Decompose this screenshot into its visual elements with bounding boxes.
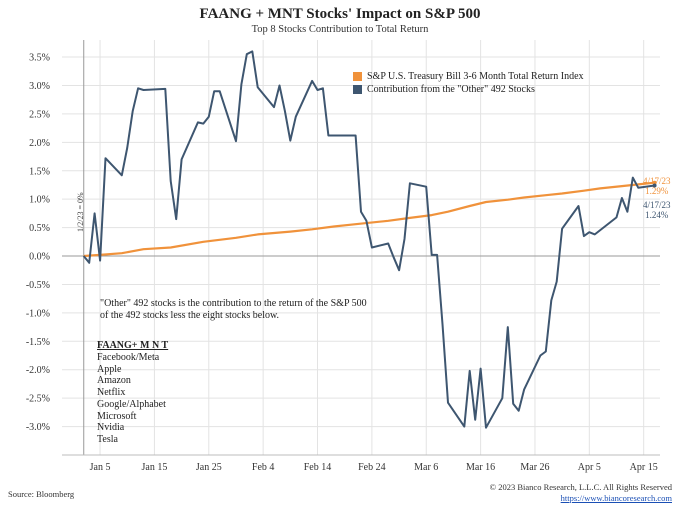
chart-title: FAANG + MNT Stocks' Impact on S&P 500 xyxy=(199,6,481,22)
stock-list-item: Facebook/Meta xyxy=(97,352,160,363)
legend-item-other: Contribution from the "Other" 492 Stocks xyxy=(353,83,584,96)
series-line-other xyxy=(82,50,655,429)
y-tick-label: -3.0% xyxy=(26,422,50,433)
series-line-tbill xyxy=(83,181,655,258)
stock-list-item: Google/Alphabet xyxy=(97,398,166,410)
website-link[interactable]: https://www.biancoresearch.com xyxy=(560,493,672,503)
end-label-other-date: 4/17/23 xyxy=(643,200,671,210)
y-tick-label: -0.5% xyxy=(26,280,50,291)
x-tick-label: Apr 15 xyxy=(630,462,658,473)
copyright-text: © 2023 Bianco Research, L.L.C. All Right… xyxy=(489,482,672,492)
y-tick-label: 3.5% xyxy=(29,53,50,64)
end-label-tbill: 4/17/23 1.29% xyxy=(643,176,671,196)
legend-swatch-other xyxy=(353,85,362,94)
legend-label-tbill: S&P U.S. Treasury Bill 3-6 Month Total R… xyxy=(367,71,584,82)
stock-list-item: Netflix xyxy=(97,387,126,399)
axes xyxy=(62,40,660,456)
x-tick-label: Feb 14 xyxy=(304,462,332,473)
end-label-tbill-value: 1.29% xyxy=(645,186,669,196)
x-tick-labels: Jan 5 Jan 15 Jan 25 Feb 4 Feb 14 Feb 24 Mar 6 M… xyxy=(90,462,658,473)
legend-label-other: Contribution from the "Other" 492 Stocks xyxy=(367,84,535,95)
x-tick-label: Jan 25 xyxy=(196,462,222,473)
stock-list-item: Microsoft xyxy=(97,410,137,422)
y-tick-label: 0.5% xyxy=(29,223,50,234)
stock-list-item: Tesla xyxy=(97,433,118,445)
y-tick-label: 2.5% xyxy=(29,109,50,120)
y-tick-label: -2.5% xyxy=(26,394,50,405)
x-tick-label: Jan 15 xyxy=(141,462,167,473)
stock-list-title: FAANG+ M N T xyxy=(97,340,169,351)
x-tick-label: Jan 5 xyxy=(90,462,111,473)
end-label-tbill-date: 4/17/23 xyxy=(643,176,671,186)
stock-list: Facebook/Meta Apple Amazon Netflix Googl… xyxy=(97,352,166,446)
copyright-block: © 2023 Bianco Research, L.L.C. All Right… xyxy=(490,482,672,504)
start-date-label: 1/2/23 = 0% xyxy=(76,192,85,232)
legend-item-tbill: S&P U.S. Treasury Bill 3-6 Month Total R… xyxy=(353,70,584,83)
legend-swatch-tbill xyxy=(353,72,362,81)
y-tick-label: -2.0% xyxy=(26,365,50,376)
y-tick-labels: -3.0% -2.5% -2.0% -1.5% -1.0% -0.5% 0.0% 0.5% 1.… xyxy=(26,53,50,434)
y-tick-label: -1.5% xyxy=(26,337,50,348)
x-tick-label: Mar 6 xyxy=(414,462,438,473)
x-tick-label: Apr 5 xyxy=(578,462,601,473)
legend: S&P U.S. Treasury Bill 3-6 Month Total R… xyxy=(353,70,584,96)
end-label-other: 4/17/23 1.24% xyxy=(643,200,671,220)
end-label-other-value: 1.24% xyxy=(645,210,669,220)
chart-subtitle: Top 8 Stocks Contribution to Total Retur… xyxy=(251,24,429,35)
x-tick-label: Mar 16 xyxy=(466,462,495,473)
y-tick-label: 1.0% xyxy=(29,195,50,206)
stock-list-item: Nvidia xyxy=(97,422,125,434)
y-tick-label: -1.0% xyxy=(26,308,50,319)
end-point-tbill xyxy=(652,180,657,185)
series-lines xyxy=(82,50,657,429)
y-tick-label: 3.0% xyxy=(29,81,50,92)
source-note: Source: Bloomberg xyxy=(8,489,75,499)
x-tick-label: Mar 26 xyxy=(520,462,549,473)
x-tick-label: Feb 24 xyxy=(358,462,386,473)
methodology-note: "Other" 492 stocks is the contribution t… xyxy=(100,298,367,321)
y-tick-label: 1.5% xyxy=(29,166,50,177)
y-tick-label: 0.0% xyxy=(29,252,50,263)
stock-list-item: Apple xyxy=(97,363,122,375)
x-tick-label: Feb 4 xyxy=(252,462,275,473)
end-point-other xyxy=(652,183,657,188)
stock-list-item: Amazon xyxy=(97,375,131,387)
y-tick-label: 2.0% xyxy=(29,138,50,149)
